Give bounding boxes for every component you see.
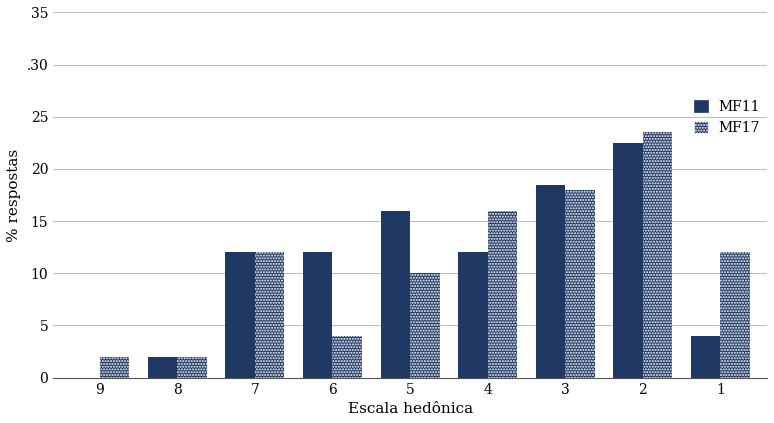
Bar — [255, 253, 284, 378]
Legend: MF11, MF17: MF11, MF17 — [694, 100, 760, 135]
Bar — [458, 253, 488, 378]
Bar — [565, 190, 594, 378]
X-axis label: Escala hedônica: Escala hedônica — [348, 402, 473, 416]
Bar — [303, 253, 333, 378]
Bar — [721, 253, 750, 378]
Bar — [148, 357, 177, 378]
Bar — [643, 132, 673, 378]
Bar — [225, 253, 255, 378]
Bar — [381, 211, 410, 378]
Bar — [614, 143, 643, 378]
Bar — [488, 211, 517, 378]
Bar — [691, 336, 721, 378]
Bar — [536, 184, 565, 378]
Y-axis label: % respostas: % respostas — [7, 148, 21, 242]
Bar — [333, 336, 362, 378]
Bar — [100, 357, 129, 378]
Bar — [410, 273, 440, 378]
Bar — [177, 357, 207, 378]
